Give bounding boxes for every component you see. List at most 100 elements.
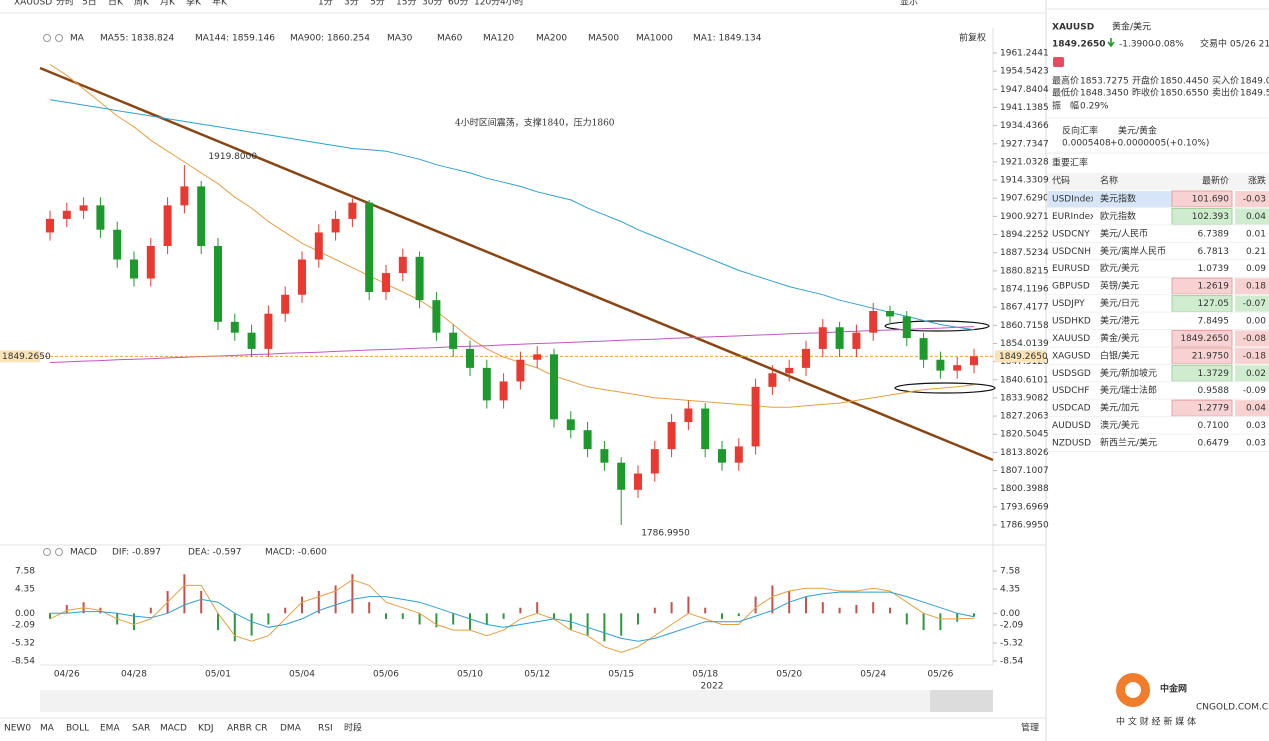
- indicator-tab[interactable]: NEW0: [4, 724, 31, 734]
- code-cell: EURIndex: [1052, 212, 1096, 222]
- change-flash: [1235, 365, 1269, 382]
- scroll-thumb[interactable]: [930, 690, 993, 712]
- table-cell[interactable]: USDCNH: [1052, 247, 1091, 257]
- macd-bar: [922, 613, 925, 631]
- indicator-tab[interactable]: KDJ: [198, 724, 214, 734]
- low-label: 1786.9950: [641, 529, 690, 539]
- indicator-tab[interactable]: DMA: [280, 724, 302, 734]
- indicator-tab[interactable]: 时段: [344, 722, 362, 734]
- indicator-tab[interactable]: EMA: [100, 724, 120, 734]
- table-cell[interactable]: USDJPY: [1052, 299, 1085, 309]
- macd-bar: [217, 613, 219, 631]
- table-cell: 0.02: [1246, 369, 1266, 379]
- table-cell[interactable]: NZDUSD: [1052, 439, 1091, 449]
- toolbar-tab[interactable]: 15分: [396, 0, 416, 8]
- table-cell: 6.7813: [1198, 247, 1230, 257]
- toolbar-tab[interactable]: 季K: [186, 0, 202, 8]
- manage-button[interactable]: 管理: [1021, 722, 1039, 734]
- table-cell[interactable]: USDCAD: [1052, 404, 1091, 414]
- table-cell: 0.9588: [1198, 386, 1230, 396]
- change-flash: [1235, 347, 1269, 364]
- trend-line: [39, 66, 994, 462]
- table-cell: 7.8495: [1198, 317, 1230, 327]
- settings-icon[interactable]: [43, 548, 51, 556]
- table-cell[interactable]: XAGUSD: [1052, 351, 1090, 361]
- table-cell[interactable]: AUDUSD: [1052, 421, 1091, 431]
- favorite-icon[interactable]: [1053, 57, 1064, 67]
- toolbar-tab[interactable]: 周K: [134, 0, 150, 8]
- toolbar-tab[interactable]: 1分: [318, 0, 333, 8]
- candle-body: [146, 245, 155, 279]
- ma-line: [49, 99, 975, 331]
- scrollbar[interactable]: [40, 690, 993, 712]
- stat-label: 最高价: [1052, 75, 1079, 87]
- table-cell: 白银/美元: [1100, 349, 1139, 361]
- candle-body: [163, 205, 172, 246]
- toolbar-tab[interactable]: 3分: [344, 0, 359, 8]
- resistance-ellipse: [884, 320, 990, 332]
- indicator-tab[interactable]: ARBR: [227, 724, 252, 734]
- table-cell: 6.7389: [1198, 229, 1230, 239]
- toolbar-tab[interactable]: XAUUSD: [14, 0, 52, 8]
- toolbar-tab[interactable]: 4小时: [500, 0, 524, 8]
- table-cell: -0.07: [1243, 299, 1266, 309]
- y-tick-label: 1914.3309: [1000, 176, 1049, 186]
- display-button[interactable]: 显示: [900, 0, 918, 8]
- indicator-tab[interactable]: MACD: [160, 724, 187, 734]
- table-cell[interactable]: USDCHF: [1052, 386, 1089, 396]
- toolbar-tab[interactable]: 5日: [82, 0, 97, 8]
- candle-body: [634, 473, 642, 490]
- code-cell: XAUUSD: [1052, 334, 1090, 344]
- candle-body: [96, 205, 105, 230]
- y-tick-label: 7.58: [1000, 567, 1020, 577]
- toolbar-tab[interactable]: 30分: [422, 0, 442, 8]
- toolbar-tab[interactable]: 日K: [108, 0, 124, 8]
- legend-entry: MA900: 1860.254: [290, 34, 370, 44]
- current-price-label: 1849.2650: [2, 352, 51, 362]
- eye-icon[interactable]: [55, 548, 63, 556]
- table-cell[interactable]: USDHKD: [1052, 317, 1091, 327]
- table-cell[interactable]: EURIndex: [1052, 212, 1096, 222]
- table-cell[interactable]: USDSGD: [1052, 369, 1091, 379]
- status: 交易中 05/26 21:16: [1200, 38, 1269, 50]
- settings-icon[interactable]: [43, 34, 51, 42]
- stat-value: 1850.4450: [1160, 77, 1209, 87]
- indicator-tab[interactable]: RSI: [318, 724, 333, 734]
- indicator-tab[interactable]: SAR: [132, 724, 150, 734]
- stat-label: 卖出价: [1212, 87, 1239, 99]
- y-tick-label: 1827.2063: [1000, 412, 1049, 422]
- code-cell: EURUSD: [1052, 264, 1090, 274]
- name-cell: 白银/美元: [1100, 349, 1139, 361]
- indicator-tab[interactable]: CR: [255, 724, 268, 734]
- table-cell: -0.03: [1243, 195, 1266, 205]
- candle-body: [684, 408, 693, 423]
- indicator-tab[interactable]: BOLL: [66, 724, 89, 734]
- macd-bar: [670, 602, 673, 614]
- table-cell[interactable]: XAUUSD: [1052, 334, 1090, 344]
- table-cell[interactable]: USDIndex: [1052, 195, 1097, 205]
- stat-label: 昨收价: [1132, 87, 1159, 99]
- legend-entry: MA55: 1838.824: [100, 34, 174, 44]
- table-cell[interactable]: USDCNY: [1052, 229, 1090, 239]
- toolbar-tab[interactable]: 年K: [212, 0, 228, 8]
- change-flash: [1235, 330, 1269, 347]
- eye-icon[interactable]: [55, 34, 63, 42]
- symbol-name: 黄金/美元: [1112, 21, 1151, 33]
- toolbar-tab[interactable]: 120分: [474, 0, 500, 8]
- table-cell: 0.7100: [1198, 421, 1230, 431]
- macd-bar: [368, 602, 371, 614]
- table-cell[interactable]: GBPUSD: [1052, 282, 1090, 292]
- toolbar-tab[interactable]: 分时: [56, 0, 74, 8]
- table-cell[interactable]: EURUSD: [1052, 264, 1090, 274]
- stat-label: 开盘价: [1132, 75, 1159, 87]
- toolbar-tab[interactable]: 60分: [448, 0, 468, 8]
- table-header-bg: [1047, 173, 1269, 190]
- candle-body: [768, 373, 777, 387]
- y-tick-label: 1874.1196: [1000, 285, 1049, 295]
- macd-bar: [973, 613, 975, 617]
- name-cell: 欧元指数: [1100, 210, 1136, 222]
- indicator-tab[interactable]: MA: [40, 724, 55, 734]
- toolbar-tab[interactable]: 月K: [160, 0, 176, 8]
- adjust-label[interactable]: 前复权: [959, 32, 986, 44]
- toolbar-tab[interactable]: 5分: [370, 0, 385, 8]
